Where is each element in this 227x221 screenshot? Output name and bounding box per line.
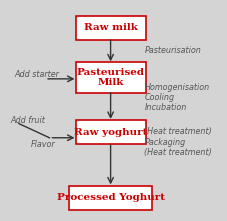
- FancyBboxPatch shape: [75, 63, 145, 93]
- Text: Raw yoghurt: Raw yoghurt: [74, 128, 147, 137]
- Text: Add starter: Add starter: [15, 70, 59, 79]
- Text: Flavor: Flavor: [31, 140, 55, 149]
- Text: Pasteurised
Milk: Pasteurised Milk: [76, 68, 144, 88]
- Text: Processed Yoghurt: Processed Yoghurt: [56, 193, 164, 202]
- FancyBboxPatch shape: [75, 15, 145, 40]
- Text: Add fruit: Add fruit: [10, 116, 45, 125]
- Text: Pasteurisation: Pasteurisation: [144, 46, 200, 55]
- FancyBboxPatch shape: [75, 120, 145, 144]
- Text: Raw milk: Raw milk: [83, 23, 137, 32]
- Text: Homogenisation
Cooling
Incubation: Homogenisation Cooling Incubation: [144, 82, 209, 112]
- FancyBboxPatch shape: [69, 186, 151, 210]
- Text: (Heat treatment)
Packaging
(Heat treatment): (Heat treatment) Packaging (Heat treatme…: [144, 127, 211, 157]
